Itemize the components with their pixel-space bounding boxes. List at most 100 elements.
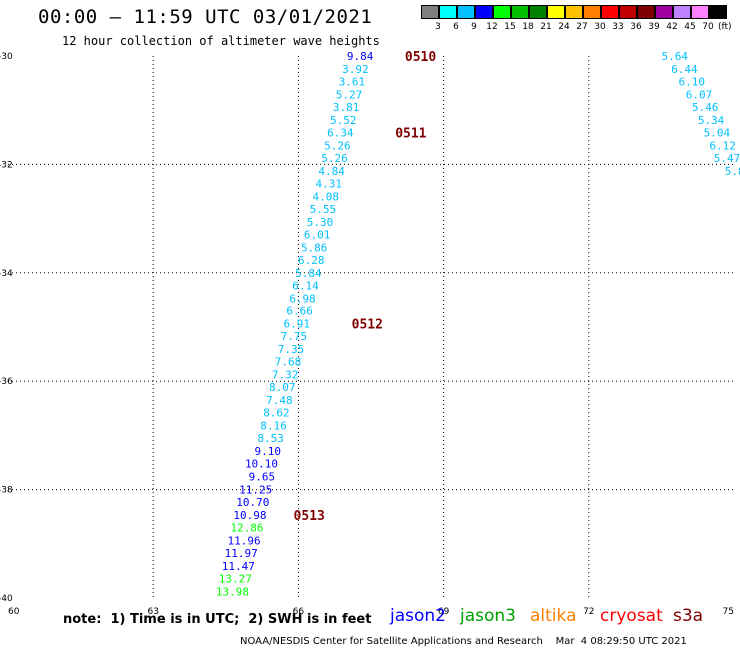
wave-height-label: 6.14 <box>292 279 319 292</box>
y-tick-label: -36 <box>0 377 13 387</box>
units-note: note: 1) Time is in UTC; 2) SWH is in fe… <box>63 612 372 627</box>
wave-height-label: 5.84 <box>295 267 322 280</box>
chart-time-labels: 0510051105120513101 <box>294 50 437 524</box>
wave-height-label: 6.28 <box>298 254 325 267</box>
wave-height-label: 6.98 <box>289 292 316 305</box>
page-subtitle: 12 hour collection of altimeter wave hei… <box>62 34 380 48</box>
wave-height-label: 5.04 <box>704 126 731 139</box>
pass-time-label: 0512 <box>352 318 383 333</box>
color-scale-units: (ft) <box>718 22 732 32</box>
wave-height-label: 8.16 <box>260 420 287 433</box>
wave-height-label: 4.08 <box>313 190 340 203</box>
wave-height-label: 5.27 <box>336 88 363 101</box>
mission-legend-cryosat: cryosat <box>600 606 663 626</box>
chart-grid <box>8 56 734 598</box>
wave-height-label: 4.31 <box>315 177 342 190</box>
wave-height-label: 7.75 <box>281 330 308 343</box>
wave-height-label: 8.53 <box>257 432 284 445</box>
wave-height-label: 6.66 <box>286 305 313 318</box>
y-tick-label: -30 <box>0 52 13 62</box>
wave-height-label: 7.35 <box>278 343 305 356</box>
color-scale-label: 30 <box>594 22 606 32</box>
mission-legend-s3a: s3a <box>673 606 704 626</box>
wave-height-label: 8.07 <box>269 381 296 394</box>
wave-height-label: 10.70 <box>236 496 269 509</box>
color-scale-swatch <box>511 5 529 19</box>
wave-height-label: 13.27 <box>219 572 252 585</box>
color-scale-label: 39 <box>648 22 660 32</box>
wave-height-label: 11.97 <box>225 547 258 560</box>
wave-height-label: 5.86 <box>301 241 328 254</box>
wave-height-label: 6.01 <box>304 228 331 241</box>
x-tick-label: 63 <box>147 607 158 617</box>
wave-height-label: 5.47 <box>714 152 740 165</box>
x-tick-label: 66 <box>293 607 305 617</box>
footer-credit: NOAA/NESDIS Center for Satellite Applica… <box>240 636 687 647</box>
color-scale-label: 18 <box>522 22 534 32</box>
color-scale-swatch <box>529 5 547 19</box>
color-scale-label: 21 <box>540 22 552 32</box>
wave-height-label: 6.07 <box>686 88 713 101</box>
pass-time-label: 0513 <box>294 509 325 524</box>
y-tick-label: -32 <box>0 160 13 170</box>
chart-ticks: 60 63 66 69 72 75 -30 -32 -34 -36 -38 -40 <box>0 52 734 617</box>
wave-height-label: 11.47 <box>222 560 255 573</box>
color-scale-swatch <box>547 5 565 19</box>
color-scale-swatch <box>493 5 511 19</box>
wave-height-label: 6.91 <box>284 318 311 331</box>
y-tick-label: -40 <box>0 594 13 604</box>
wave-height-label: 7.32 <box>272 369 299 382</box>
wave-height-label: 5.52 <box>330 114 357 127</box>
wave-height-label: 6.10 <box>678 75 705 88</box>
color-scale-swatch <box>457 5 475 19</box>
color-scale-label: 6 <box>453 22 459 32</box>
wave-height-label: 5.26 <box>321 152 348 165</box>
wave-height-label: 5.30 <box>307 216 334 229</box>
color-scale-label: 33 <box>612 22 624 32</box>
wave-height-label: 8.62 <box>263 407 290 420</box>
wave-height-label: 6.34 <box>327 126 354 139</box>
color-scale-swatch <box>475 5 493 19</box>
color-scale-swatch <box>709 5 727 19</box>
color-scale-label: 24 <box>558 22 570 32</box>
wave-height-label: 5.64 <box>662 50 689 63</box>
color-scale-swatch <box>601 5 619 19</box>
wave-height-label: 5.26 <box>324 139 351 152</box>
x-tick-label: 75 <box>723 607 734 617</box>
wave-height-label: 6.44 <box>671 63 698 76</box>
color-scale-label: 42 <box>666 22 678 32</box>
color-scale-swatch <box>583 5 601 19</box>
color-scale-swatch <box>565 5 583 19</box>
wave-height-label: 5.8 <box>725 165 740 178</box>
wave-height-label: 5.46 <box>692 101 719 114</box>
color-scale-label: 45 <box>684 22 696 32</box>
wave-height-label: 3.92 <box>342 63 369 76</box>
x-tick-label: 69 <box>438 607 450 617</box>
wave-height-label: 4.84 <box>318 165 345 178</box>
color-scale-swatch <box>439 5 457 19</box>
color-scale-swatch <box>673 5 691 19</box>
wave-height-label: 9.84 <box>347 50 374 63</box>
wave-height-label: 5.34 <box>698 114 725 127</box>
wave-height-label: 11.96 <box>228 535 261 548</box>
chart-points: 9.843.923.615.273.815.526.345.265.264.84… <box>216 50 740 598</box>
wave-height-label: 6.12 <box>709 139 736 152</box>
wave-height-label: 11.25 <box>239 484 272 497</box>
wave-height-label: 10.10 <box>245 458 278 471</box>
color-scale-swatch <box>655 5 673 19</box>
y-tick-label: -38 <box>0 486 13 496</box>
wave-height-label: 12.86 <box>230 522 263 535</box>
color-scale-label: 27 <box>576 22 588 32</box>
mission-legend-altika: altika <box>530 606 577 626</box>
color-scale-label: 36 <box>630 22 642 32</box>
x-tick-label: 72 <box>583 607 594 617</box>
color-scale-swatch <box>691 5 709 19</box>
color-scale-label: 12 <box>486 22 498 32</box>
y-tick-label: -34 <box>0 269 13 279</box>
color-scale-label: 70 <box>702 22 714 32</box>
pass-time-label: 0510 <box>405 50 436 65</box>
wave-height-label: 5.55 <box>310 203 337 216</box>
color-scale-label: 15 <box>504 22 516 32</box>
color-scale-label: 3 <box>435 22 441 32</box>
